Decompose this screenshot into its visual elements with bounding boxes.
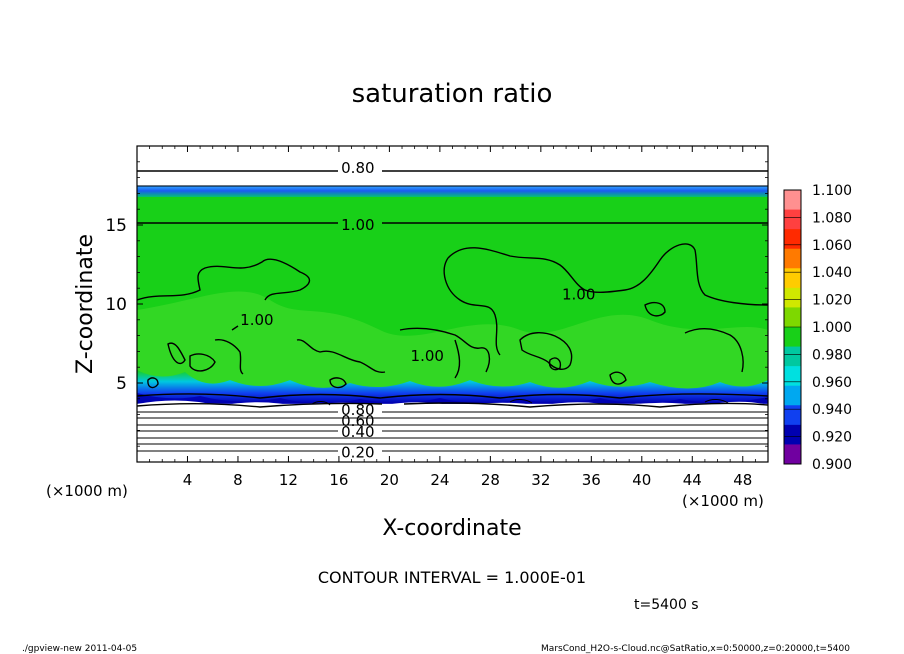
x-tick-label: 40 (632, 471, 651, 489)
footer-right: MarsCond_H2O-s-Cloud.nc@SatRatio,x=0:500… (541, 644, 850, 654)
colorbar-label: 0.980 (812, 347, 852, 363)
colorbar-swatch (784, 327, 801, 348)
x-tick-label: 44 (683, 471, 702, 489)
contour-label: 1.00 (341, 216, 374, 234)
y-axis: 5 10 15 (105, 161, 768, 447)
time-label: t=5400 s (634, 597, 699, 613)
x-tick-label: 20 (380, 471, 399, 489)
colorbar-swatch (784, 366, 801, 387)
colorbar-swatch (784, 268, 801, 289)
colorbar-label: 0.940 (812, 402, 852, 418)
contour-label: 0.60 (341, 412, 374, 430)
colorbar-swatch (784, 444, 801, 465)
x-axis-label: X-coordinate (382, 516, 521, 541)
x-tick-label: 8 (233, 471, 243, 489)
x-tick-label: 36 (582, 471, 601, 489)
x-unit-left: (×1000 m) (46, 482, 128, 500)
colorbar-label: 1.060 (812, 238, 852, 254)
y-tick-label: 10 (105, 295, 127, 315)
x-tick-label: 24 (430, 471, 449, 489)
y-tick-label: 15 (105, 216, 127, 236)
colorbar-swatch (784, 307, 801, 328)
y-tick-label: 5 (116, 374, 127, 394)
x-tick-label: 48 (733, 471, 752, 489)
colorbar-label: 0.960 (812, 375, 852, 391)
contour-label: 0.80 (341, 401, 374, 419)
colorbar-label: 1.080 (812, 210, 852, 226)
contour-label: 1.00 (562, 286, 595, 304)
x-unit-right: (×1000 m) (682, 492, 764, 510)
colorbar-swatch (784, 405, 801, 426)
colorbar-label: 1.000 (812, 320, 852, 336)
contour-label: 0.20 (341, 444, 374, 462)
contour-lines (137, 170, 768, 452)
x-tick-label: 12 (279, 471, 298, 489)
contour-label: 1.00 (240, 311, 273, 329)
contour-labels: 0.801.001.001.001.000.800.600.400.20 (240, 159, 595, 462)
contour-label: 1.00 (411, 347, 444, 365)
y-axis-label: Z-coordinate (73, 234, 98, 374)
colorbar-label: 1.040 (812, 265, 852, 281)
colorbar-swatch (784, 346, 801, 367)
colorbar-label: 1.100 (812, 183, 852, 199)
colorbar-swatch (784, 190, 801, 211)
x-tick-label: 16 (329, 471, 348, 489)
colorbar: 1.100 1.080 1.060 1.040 1.020 1.000 0.980 0.960… (783, 183, 852, 473)
colorbar-swatch (784, 424, 801, 445)
colorbar-label: 1.020 (812, 293, 852, 309)
colorbar-label: 0.920 (812, 430, 852, 446)
upper-gradient-band (137, 185, 768, 198)
x-tick-label: 28 (481, 471, 500, 489)
x-tick-label: 32 (531, 471, 550, 489)
colorbar-swatch (784, 209, 801, 230)
colorbar-swatch (784, 229, 801, 250)
x-axis: 4 8 12 16 20 24 28 32 36 40 44 48 (149, 146, 756, 489)
footer-left: ./gpview-new 2011-04-05 (22, 644, 137, 654)
contour-interval-text: CONTOUR INTERVAL = 1.000E-01 (318, 568, 586, 587)
contour-label: 0.40 (341, 423, 374, 441)
colorbar-swatch (784, 248, 801, 269)
colorbar-label: 0.900 (812, 457, 852, 473)
heatmap-field: 0.801.001.001.001.000.800.600.400.20 (137, 146, 768, 462)
x-tick-label: 4 (183, 471, 193, 489)
colorbar-swatch (784, 287, 801, 308)
chart-title: saturation ratio (352, 79, 553, 109)
contour-label: 0.80 (341, 159, 374, 177)
colorbar-swatch (784, 385, 801, 406)
